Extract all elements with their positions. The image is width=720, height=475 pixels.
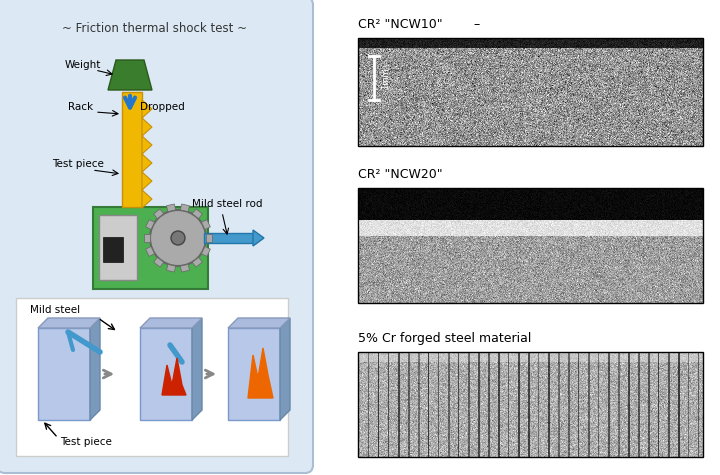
Bar [103,237,123,262]
Text: CR² "NCW10": CR² "NCW10" [358,18,443,31]
Text: 1mm: 1mm [381,67,390,89]
Bar [358,38,703,146]
Polygon shape [228,318,290,328]
Bar [122,92,142,207]
Bar [166,204,176,211]
Bar [145,247,155,256]
Bar [358,188,703,303]
Polygon shape [228,328,280,420]
Bar [153,209,163,218]
Bar [192,209,202,218]
Polygon shape [142,100,152,118]
Text: –: – [473,18,480,31]
Text: Test piece: Test piece [60,437,112,447]
Polygon shape [38,318,100,328]
Bar [206,234,212,242]
Polygon shape [90,318,100,420]
Polygon shape [142,154,152,172]
Bar [166,265,176,272]
Bar [93,207,208,289]
Bar [99,215,137,280]
Bar [153,257,163,267]
Bar [358,352,703,457]
Bar [144,234,150,242]
Polygon shape [140,318,202,328]
Polygon shape [253,230,264,246]
FancyBboxPatch shape [0,0,313,473]
Polygon shape [142,190,152,208]
Polygon shape [142,172,152,190]
Text: Mild steel rod: Mild steel rod [192,199,263,209]
Text: 5% Cr forged steel material: 5% Cr forged steel material [358,332,531,345]
Text: ~ Friction thermal shock test ~: ~ Friction thermal shock test ~ [63,21,248,35]
Bar [202,247,210,256]
Polygon shape [142,136,152,154]
Bar [145,219,155,229]
Polygon shape [280,318,290,420]
Text: Rack: Rack [68,102,93,112]
Bar [192,257,202,267]
Polygon shape [248,348,273,398]
Polygon shape [108,60,152,90]
Text: Dropped: Dropped [140,102,185,112]
Text: CR² "NCW20": CR² "NCW20" [358,168,443,181]
Bar [180,265,189,272]
Polygon shape [140,328,192,420]
Text: Weight: Weight [65,60,102,70]
Polygon shape [142,118,152,136]
Bar [16,298,288,456]
Polygon shape [38,328,90,420]
Polygon shape [192,318,202,420]
Bar [202,219,210,229]
Bar [180,204,189,211]
Text: Test piece: Test piece [52,159,104,169]
Polygon shape [162,358,186,395]
Circle shape [171,231,185,245]
Circle shape [150,210,206,266]
Bar [204,233,256,243]
Text: Mild steel: Mild steel [30,305,80,315]
